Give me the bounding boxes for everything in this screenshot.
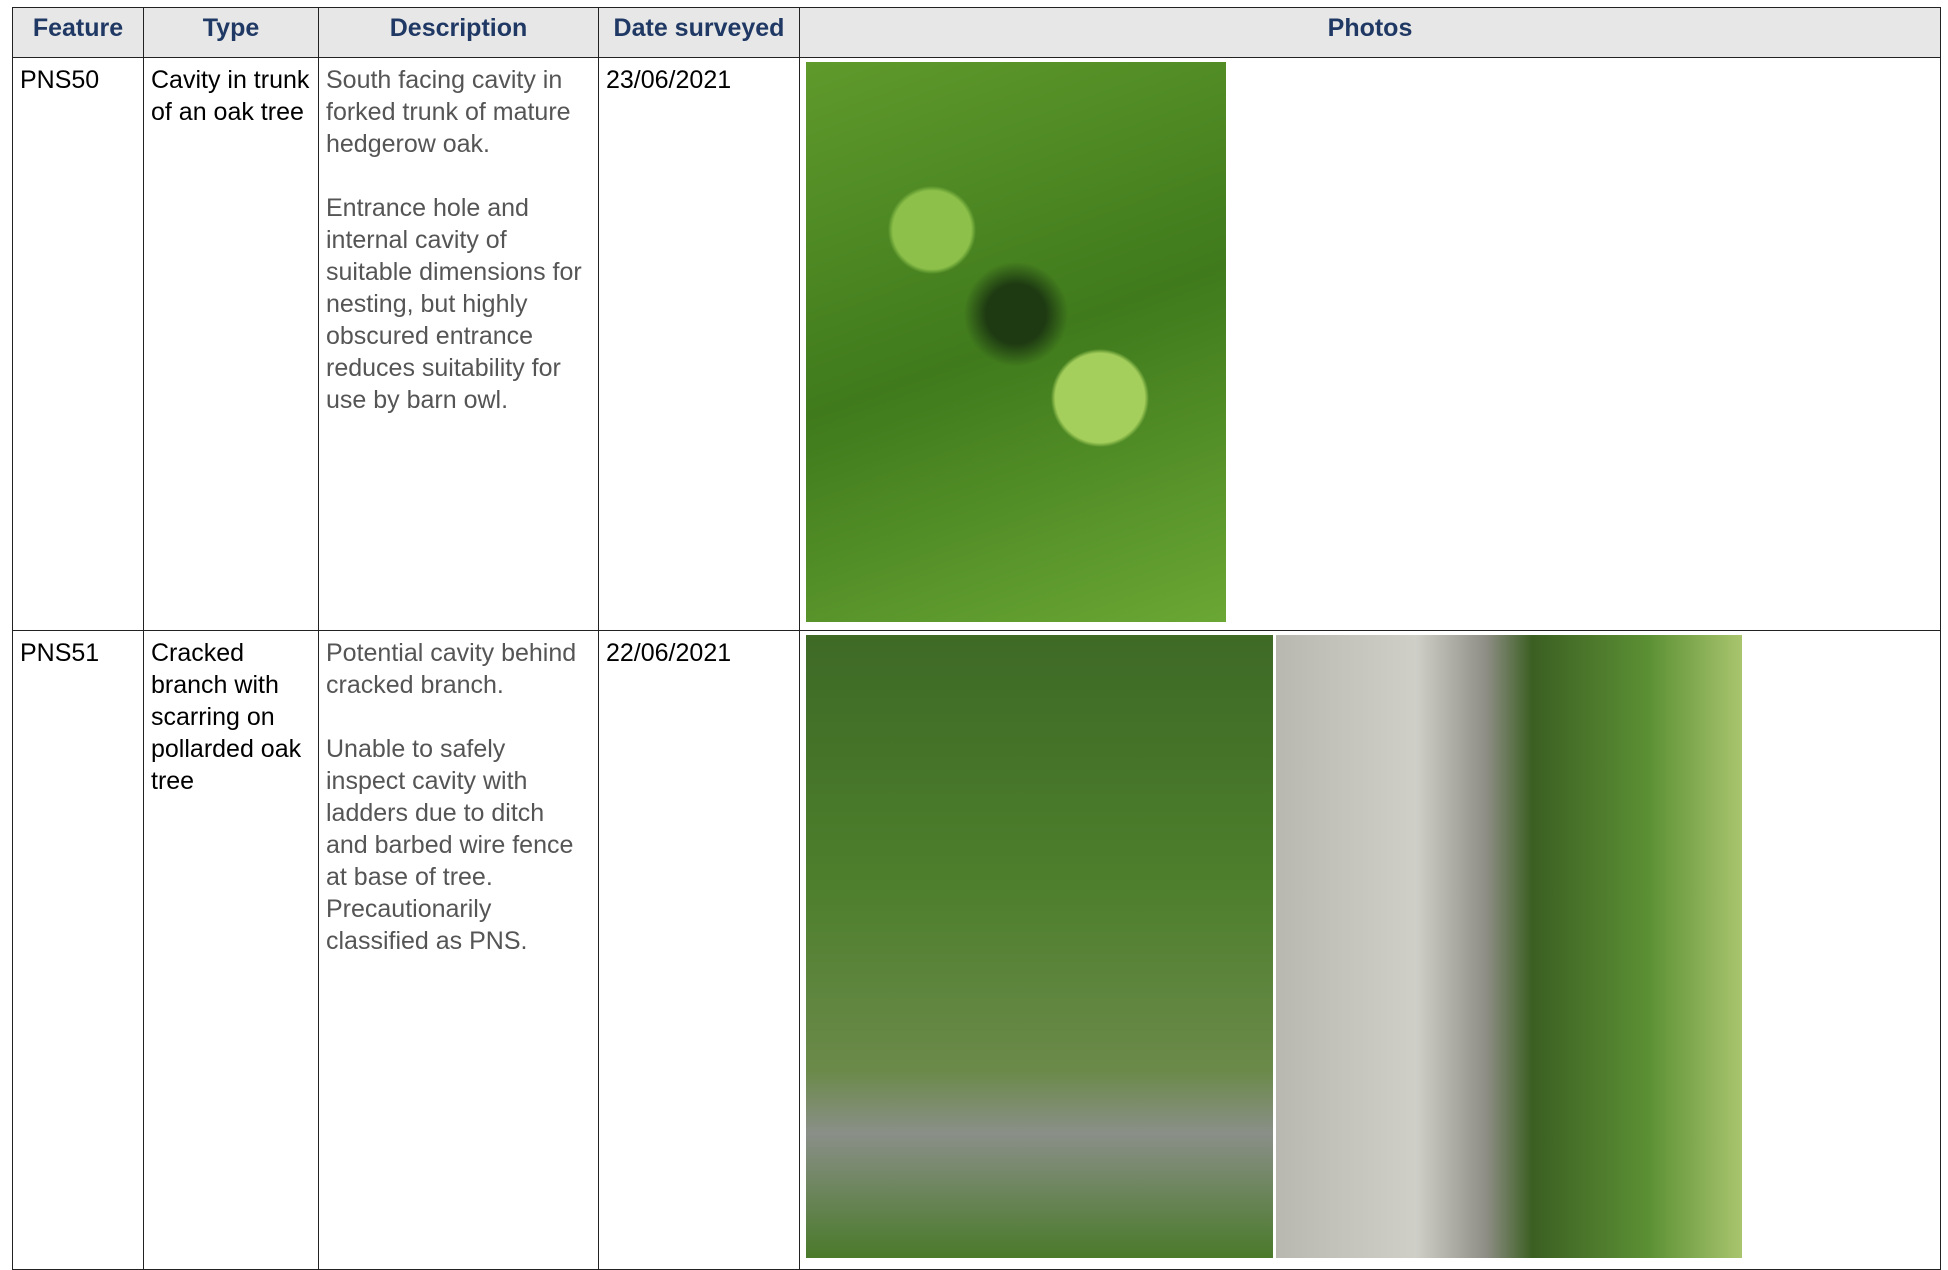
header-cell: Feature: [12, 7, 144, 58]
type-cell: Cracked branch with scarring on pollarde…: [143, 630, 319, 1270]
photo: [806, 635, 1273, 1258]
description-text: Potential cavity behind cracked branch.: [326, 639, 577, 699]
date-cell: 23/06/2021: [598, 57, 800, 631]
header-cell: Description: [318, 7, 599, 58]
header-cell: Date surveyed: [598, 7, 800, 58]
description-text: Entrance hole and internal cavity of sui…: [326, 194, 582, 414]
photo: [806, 62, 1226, 622]
header-cell: Photos: [799, 7, 1941, 58]
type-cell: Cavity in trunk of an oak tree: [143, 57, 319, 631]
photo: [1276, 635, 1742, 1258]
description-text: Unable to safely inspect cavity with lad…: [326, 735, 574, 955]
date-cell: 22/06/2021: [598, 630, 800, 1270]
description-cell: Potential cavity behind cracked branch. …: [318, 630, 599, 1270]
feature-cell: PNS51: [12, 630, 144, 1270]
description-cell: South facing cavity in forked trunk of m…: [318, 57, 599, 631]
feature-cell: PNS50: [12, 57, 144, 631]
header-cell: Type: [143, 7, 319, 58]
description-text: South facing cavity in forked trunk of m…: [326, 66, 571, 158]
